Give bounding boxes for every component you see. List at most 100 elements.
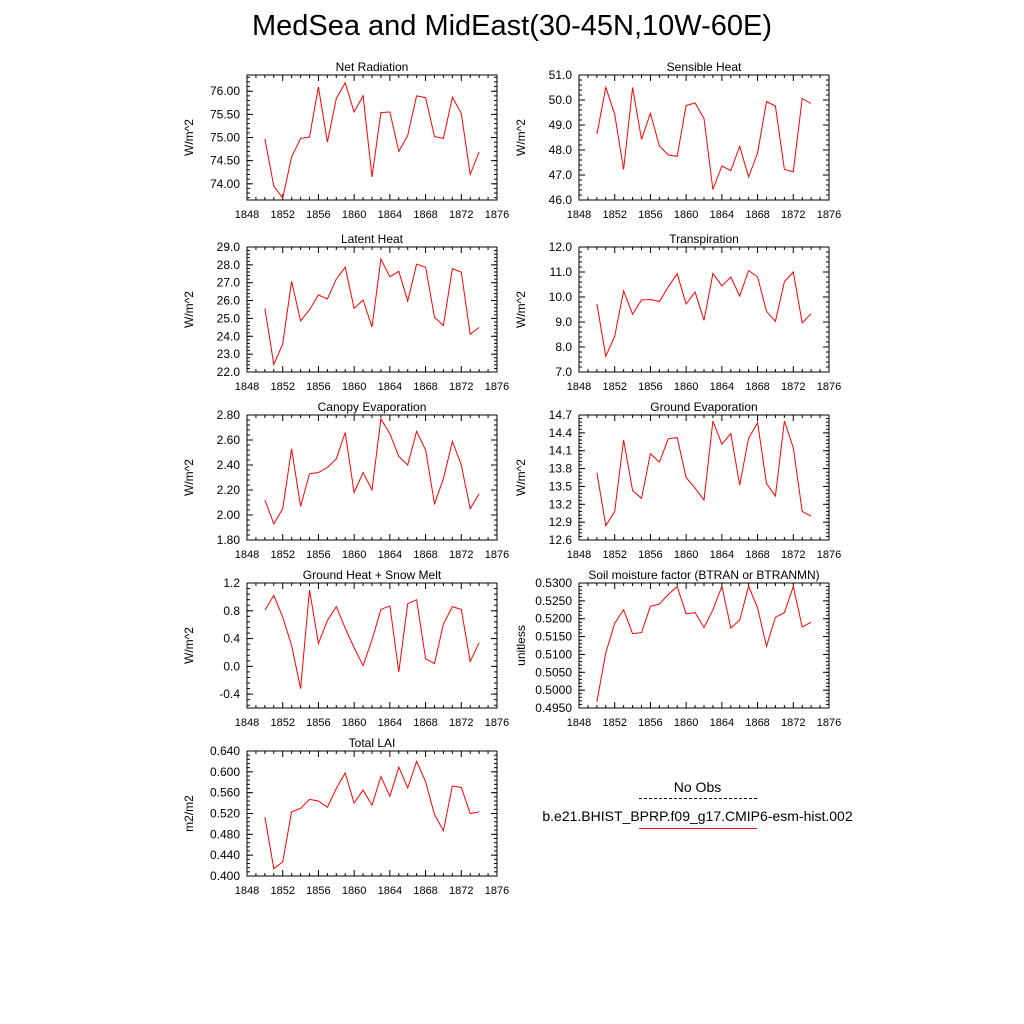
- y-tick-label: 25.0: [217, 311, 241, 325]
- y-tick-label: 26.0: [217, 294, 241, 308]
- x-tick-label: 1868: [413, 717, 437, 729]
- y-tick-label: 0.520: [210, 807, 240, 821]
- series-line-1: [264, 257, 480, 367]
- y-tick-label: 0.5050: [535, 665, 572, 679]
- panel-9: 1848 1852 1856 1860 1864 1868 1872 1876 0.400 0.4…: [182, 736, 509, 897]
- x-tick-label: 1876: [485, 717, 509, 729]
- y-tick-label: 75.50: [210, 107, 240, 121]
- x-tick-label: 1856: [638, 209, 662, 221]
- x-tick-label: 1856: [638, 717, 662, 729]
- plot-frame: [578, 582, 830, 709]
- y-tick-label: 0.5100: [535, 647, 572, 661]
- y-tick-label: 50.0: [549, 93, 573, 107]
- x-tick-label: 1868: [745, 209, 769, 221]
- x-tick-label: 1876: [485, 381, 509, 393]
- y-tick-label: 0.4: [223, 632, 240, 646]
- x-tick-label: 1868: [745, 381, 769, 393]
- x-tick-label: 1860: [342, 209, 366, 221]
- legend-obs-line: [638, 798, 757, 799]
- x-tick-label: 1872: [449, 717, 473, 729]
- series-line-1: [596, 420, 812, 528]
- y-tick-label: 23.0: [217, 347, 241, 361]
- x-tick-label: 1852: [602, 209, 626, 221]
- x-tick-label: 1856: [306, 885, 330, 897]
- x-tick-label: 1872: [449, 209, 473, 221]
- x-tick-label: 1876: [485, 209, 509, 221]
- x-tick-label: 1856: [638, 549, 662, 561]
- panel-title: Sensible Heat: [667, 60, 742, 74]
- y-axis-label: W/m^2: [182, 119, 196, 156]
- x-tick-label: 1860: [342, 381, 366, 393]
- x-tick-label: 1856: [306, 717, 330, 729]
- x-tick-label: 1852: [270, 381, 294, 393]
- legend: No Obs b.e21.BHIST_BPRP.f09_g17.CMIP6-es…: [520, 778, 875, 829]
- panel-title: Latent Heat: [341, 232, 404, 246]
- y-tick-label: 24.0: [217, 329, 241, 343]
- y-tick-label: 28.0: [217, 258, 241, 272]
- x-tick-label: 1868: [413, 381, 437, 393]
- series-line-1: [596, 584, 812, 702]
- panel-5: 1848 1852 1856 1860 1864 1868 1872 1876 1.80 2.00…: [182, 400, 509, 561]
- y-tick-label: 0.5300: [535, 576, 572, 590]
- x-tick-label: 1864: [378, 717, 402, 729]
- x-tick-label: 1848: [235, 549, 259, 561]
- y-tick-label: 10.0: [549, 290, 573, 304]
- y-tick-label: 13.8: [549, 462, 573, 476]
- y-axis-label: W/m^2: [182, 291, 196, 328]
- x-tick-label: 1868: [745, 549, 769, 561]
- panel-8: 1848 1852 1856 1860 1864 1868 1872 1876 0.4950 0.…: [514, 568, 841, 729]
- x-tick-label: 1872: [449, 381, 473, 393]
- x-tick-label: 1856: [306, 209, 330, 221]
- x-tick-label: 1860: [674, 717, 698, 729]
- x-tick-label: 1868: [413, 209, 437, 221]
- x-tick-label: 1848: [235, 209, 259, 221]
- x-tick-label: 1848: [235, 381, 259, 393]
- x-tick-label: 1864: [710, 209, 734, 221]
- y-tick-label: 2.00: [217, 508, 241, 522]
- series-line-1: [264, 81, 480, 200]
- y-axis-label: unitless: [514, 625, 528, 666]
- x-tick-label: 1864: [710, 381, 734, 393]
- y-tick-label: 74.50: [210, 154, 240, 168]
- panel-4: 1848 1852 1856 1860 1864 1868 1872 1876 7.0 8.0 9.…: [514, 232, 841, 393]
- y-tick-label: 0.4950: [535, 701, 572, 715]
- y-tick-label: 8.0: [555, 340, 572, 354]
- x-tick-label: 1860: [342, 885, 366, 897]
- main-title: MedSea and MidEast(30-45N,10W-60E): [251, 10, 773, 42]
- plot-frame: [246, 750, 498, 877]
- panel-title: Soil moisture factor (BTRAN or BTRANMN): [588, 568, 819, 582]
- plot-frame: [246, 74, 498, 201]
- panel-title: Net Radiation: [336, 60, 409, 74]
- x-tick-label: 1876: [485, 549, 509, 561]
- y-tick-label: 46.0: [549, 193, 573, 207]
- series-line-1: [264, 589, 480, 689]
- y-tick-label: 2.60: [217, 433, 241, 447]
- y-axis-label: W/m^2: [514, 119, 528, 156]
- y-axis-label: m2/m2: [182, 795, 196, 832]
- y-tick-label: 7.0: [555, 365, 572, 379]
- x-tick-label: 1856: [306, 549, 330, 561]
- y-axis-label: W/m^2: [182, 627, 196, 664]
- x-tick-label: 1876: [817, 209, 841, 221]
- x-tick-label: 1852: [602, 549, 626, 561]
- x-tick-label: 1872: [449, 549, 473, 561]
- y-tick-label: 0.600: [210, 765, 240, 779]
- y-tick-label: 47.0: [549, 168, 573, 182]
- y-tick-label: 12.6: [549, 533, 573, 547]
- y-tick-label: 0.560: [210, 786, 240, 800]
- x-tick-label: 1848: [235, 717, 259, 729]
- y-axis-label: W/m^2: [514, 459, 528, 496]
- x-tick-label: 1852: [602, 381, 626, 393]
- y-tick-label: 14.1: [549, 444, 573, 458]
- y-tick-label: -0.4: [219, 687, 240, 701]
- x-tick-label: 1848: [567, 549, 591, 561]
- y-tick-label: 74.00: [210, 177, 240, 191]
- y-tick-label: 2.20: [217, 483, 241, 497]
- x-tick-label: 1848: [567, 717, 591, 729]
- x-tick-label: 1868: [413, 885, 437, 897]
- x-tick-label: 1860: [342, 717, 366, 729]
- y-tick-label: 0.8: [223, 604, 240, 618]
- panel-2: 1848 1852 1856 1860 1864 1868 1872 1876 46.0 47.0…: [514, 60, 841, 221]
- x-tick-label: 1864: [378, 381, 402, 393]
- x-tick-label: 1872: [781, 381, 805, 393]
